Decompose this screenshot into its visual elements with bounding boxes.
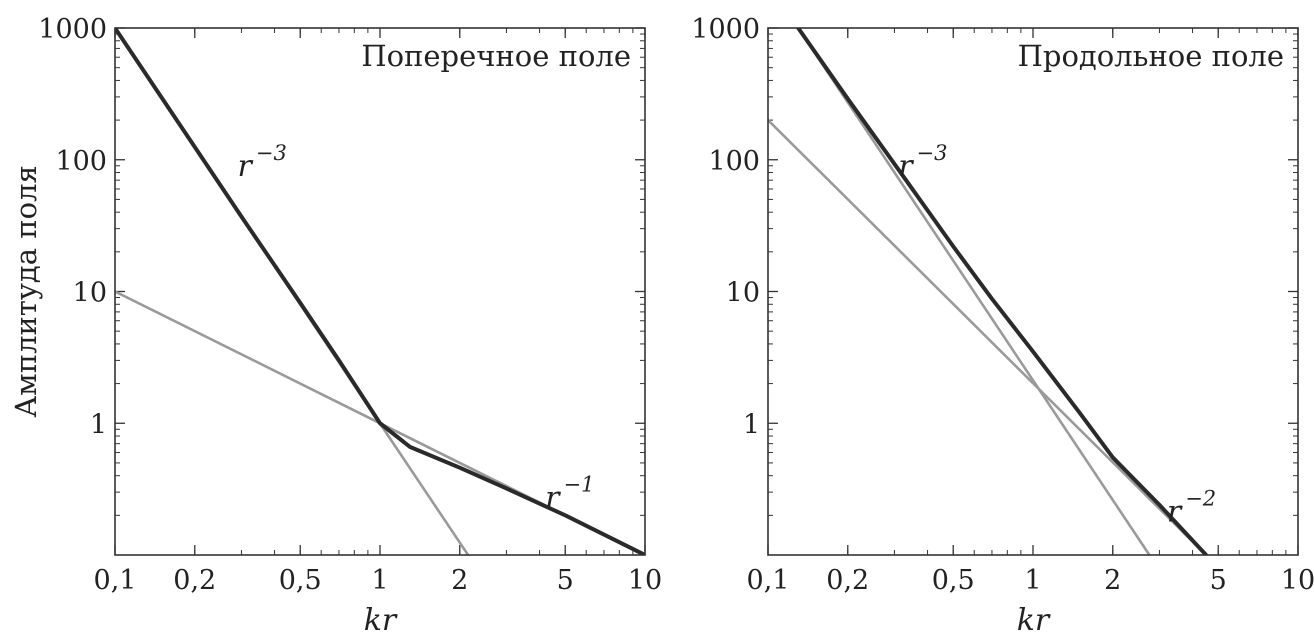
r-minus-2-asymptote xyxy=(768,118,1208,555)
y-tick-label: 100 xyxy=(55,146,107,177)
x-axis-label: kr xyxy=(1017,603,1051,638)
y-tick-label: 1000 xyxy=(691,14,760,45)
y-tick-label: 10 xyxy=(726,278,760,309)
x-tick-label: 1 xyxy=(371,565,388,596)
annotation-exponent: −2 xyxy=(1185,486,1216,510)
x-axis-label: kr xyxy=(364,603,398,638)
series-group xyxy=(115,28,645,555)
annotation-base: r xyxy=(898,149,914,184)
plot-frame xyxy=(114,27,646,556)
power-law-annotation: r −1 xyxy=(545,472,594,515)
y-tick-label: 1 xyxy=(743,409,760,440)
y-axis-label: Амплитуда поля xyxy=(9,165,43,418)
x-tick-label: 5 xyxy=(1210,565,1227,596)
x-tick-label: 0,1 xyxy=(747,565,790,596)
panel-title: Поперечное поле xyxy=(361,39,631,73)
y-tick-label: 1 xyxy=(90,409,107,440)
x-tick-label: 2 xyxy=(1104,565,1121,596)
annotation-exponent: −1 xyxy=(564,472,595,496)
amplitude-curve xyxy=(796,28,1209,555)
x-tick-label: 0,2 xyxy=(826,565,869,596)
r-minus-3-asymptote xyxy=(796,28,1151,555)
x-tick-label: 0,5 xyxy=(932,565,975,596)
power-law-annotation: r −3 xyxy=(238,141,287,184)
x-tick-label: 0,1 xyxy=(94,565,137,596)
annotation-base: r xyxy=(1167,494,1183,529)
amplitude-curve xyxy=(115,28,645,555)
x-tick-label: 10 xyxy=(1281,565,1314,596)
x-tick-label: 2 xyxy=(451,565,468,596)
y-tick-label: 10 xyxy=(73,278,107,309)
annotation-base: r xyxy=(545,480,561,515)
annotation-exponent: −3 xyxy=(256,141,287,165)
power-law-annotation: r −3 xyxy=(898,141,947,184)
series-group xyxy=(768,28,1209,555)
x-tick-label: 5 xyxy=(557,565,574,596)
panel-title: Продольное поле xyxy=(1018,39,1284,73)
chart-panel-2: 0,1 0,2 0,5 1 2 5 10 1 10 100 1000 Продольное поле r… xyxy=(691,14,1314,638)
annotation-base: r xyxy=(238,149,254,184)
y-tick-label: 1000 xyxy=(38,14,107,45)
power-law-annotation: r −2 xyxy=(1167,486,1216,529)
x-tick-label: 0,5 xyxy=(279,565,322,596)
plot-frame xyxy=(767,27,1299,556)
y-tick-label: 100 xyxy=(708,146,760,177)
x-tick-label: 10 xyxy=(628,565,662,596)
annotation-exponent: −3 xyxy=(917,141,948,165)
x-tick-label: 1 xyxy=(1024,565,1041,596)
x-tick-label: 0,2 xyxy=(173,565,216,596)
chart-panel-1: 0,1 0,2 0,5 1 2 5 10 1 10 100 1000 Поперечное поле r… xyxy=(9,14,662,638)
